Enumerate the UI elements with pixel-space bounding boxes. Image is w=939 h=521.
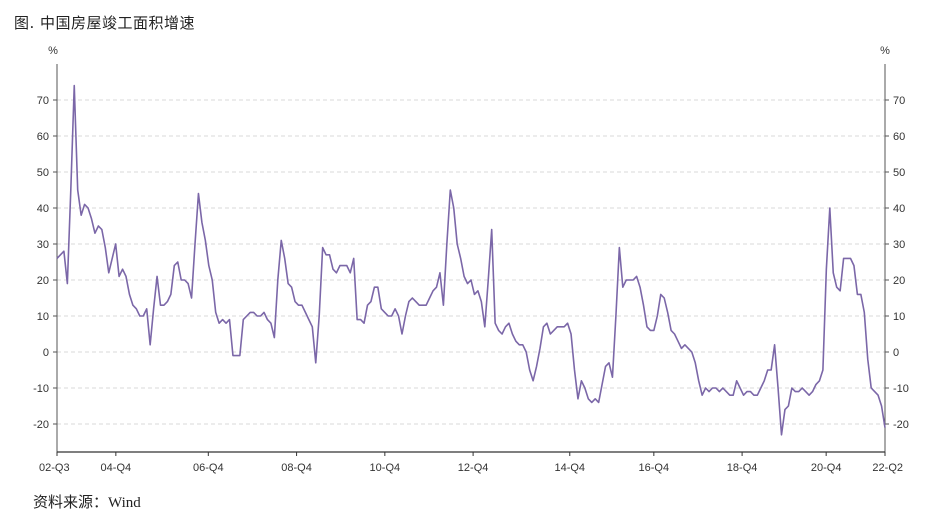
y-tick-label-left: -10 <box>33 383 49 395</box>
y-tick-label-left: 10 <box>37 311 49 323</box>
y-tick-label-left: 0 <box>43 347 49 359</box>
x-tick-label: 02-Q3 <box>39 462 70 474</box>
x-tick-label: 16-Q4 <box>639 462 670 474</box>
y-tick-label-left: 60 <box>37 131 49 143</box>
x-tick-label: 06-Q4 <box>193 462 224 474</box>
y-tick-label-right: 0 <box>893 347 899 359</box>
tick-labels: 70 70 60 60 50 50 40 40 30 30 20 20 10 10 0 0 -10 -10 -20 -… <box>33 45 909 474</box>
x-tick-label: 12-Q4 <box>458 462 489 474</box>
x-tick-label: 22-Q2 <box>872 462 903 474</box>
x-tick-label: 10-Q4 <box>370 462 401 474</box>
y-tick-label-left: -20 <box>33 419 49 431</box>
y-tick-label-right: 20 <box>893 275 905 287</box>
series-line <box>56 84 886 436</box>
x-tick-label: 14-Q4 <box>554 462 585 474</box>
x-tick-label: 04-Q4 <box>101 462 132 474</box>
x-tick-label: 18-Q4 <box>727 462 758 474</box>
y-tick-label-right: 60 <box>893 131 905 143</box>
y-tick-label-right: 70 <box>893 95 905 107</box>
left-unit-label: % <box>48 45 58 57</box>
source-value: Wind <box>108 495 141 511</box>
y-tick-label-left: 70 <box>37 95 49 107</box>
y-tick-label-right: 50 <box>893 167 905 179</box>
y-tick-label-left: 40 <box>37 203 49 215</box>
y-tick-label-left: 30 <box>37 239 49 251</box>
y-tick-label-right: -20 <box>893 419 909 431</box>
chart-title: 图. 中国房屋竣工面积增速 <box>14 14 196 32</box>
x-tick-label: 08-Q4 <box>281 462 312 474</box>
y-tick-label-right: -10 <box>893 383 909 395</box>
right-unit-label: % <box>880 45 890 57</box>
gridlines <box>57 99 885 425</box>
x-tick-label: 20-Q4 <box>811 462 842 474</box>
y-tick-label-right: 30 <box>893 239 905 251</box>
y-tick-label-left: 50 <box>37 167 49 179</box>
axes <box>53 64 889 456</box>
source-note: 资料来源：Wind <box>33 491 141 512</box>
source-label: 资料来源： <box>33 493 109 511</box>
y-tick-label-left: 20 <box>37 275 49 287</box>
y-tick-label-right: 10 <box>893 311 905 323</box>
y-tick-label-right: 40 <box>893 203 905 215</box>
